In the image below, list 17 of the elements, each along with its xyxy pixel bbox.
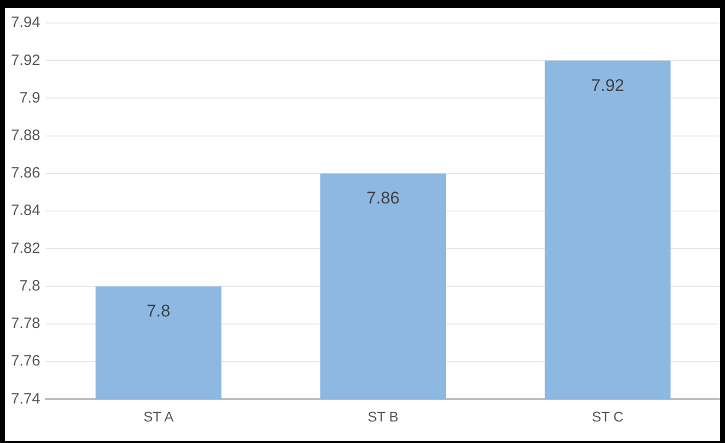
- y-tick-label: 7.84: [10, 202, 40, 220]
- y-tick-label: 7.86: [10, 164, 40, 182]
- y-tick-label: 7.76: [10, 352, 40, 370]
- x-tick-label: ST A: [143, 408, 174, 424]
- data-label: 7.8: [146, 302, 170, 321]
- y-tick-label: 7.82: [10, 240, 40, 257]
- data-label: 7.86: [366, 188, 400, 208]
- y-tick-label: 7.78: [10, 315, 40, 332]
- y-tick-label: 7.94: [10, 14, 40, 32]
- y-tick-label: 7.92: [10, 52, 40, 69]
- x-tick-label: ST C: [592, 408, 624, 424]
- y-tick-label: 7.9: [19, 89, 40, 106]
- y-tick-label: 7.88: [10, 127, 40, 144]
- y-tick-label: 7.74: [10, 390, 40, 408]
- y-tick-label: 7.8: [19, 277, 40, 294]
- x-tick-label: ST B: [368, 408, 399, 424]
- data-label: 7.92: [591, 76, 624, 95]
